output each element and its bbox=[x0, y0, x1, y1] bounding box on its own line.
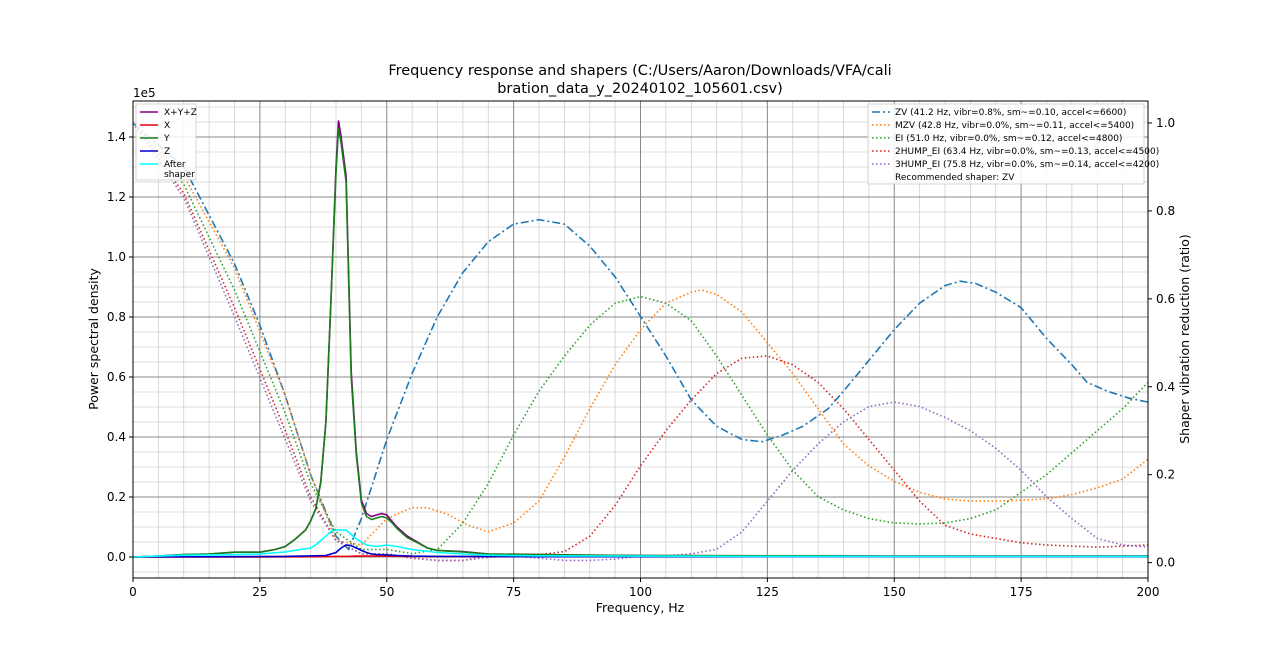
y-tick-label-left: 0.4 bbox=[107, 430, 126, 444]
shaper-curve-0 bbox=[132, 122, 1149, 551]
x-tick-label: 125 bbox=[756, 585, 779, 599]
shaper-legend-label: 2HUMP_EI (63.4 Hz, vibr=0.0%, sm~=0.13, … bbox=[895, 147, 1159, 157]
shaper-legend-label: EI (51.0 Hz, vibr=0.0%, sm~=0.12, accel<… bbox=[895, 134, 1122, 144]
y-axis-label-left: Power spectral density bbox=[86, 268, 101, 410]
shaper-legend: ZV (41.2 Hz, vibr=0.8%, sm~=0.10, accel<… bbox=[867, 103, 1159, 185]
psd-curve-4 bbox=[132, 529, 1148, 558]
psd-curve-2 bbox=[132, 127, 1148, 558]
y-tick-label-right: 0.4 bbox=[1156, 380, 1175, 394]
y-tick-label-right: 0.0 bbox=[1156, 556, 1175, 570]
y-axis-label-right: Shaper vibration reduction (ratio) bbox=[1177, 234, 1192, 444]
x-axis-label: Frequency, Hz bbox=[596, 600, 685, 615]
shaper-legend-label: MZV (42.8 Hz, vibr=0.0%, sm~=0.11, accel… bbox=[895, 121, 1134, 131]
x-tick-label: 175 bbox=[1010, 585, 1033, 599]
x-tick-label: 100 bbox=[629, 585, 652, 599]
grid bbox=[132, 101, 1149, 578]
x-tick-label: 200 bbox=[1137, 585, 1160, 599]
x-tick-label: 0 bbox=[129, 585, 137, 599]
chart-title-line2: bration_data_y_20240102_105601.csv) bbox=[497, 81, 783, 97]
y-tick-label-left: 0.6 bbox=[107, 370, 126, 384]
psd-legend-label: shaper bbox=[164, 170, 195, 180]
y-tick-label-right: 0.8 bbox=[1156, 204, 1175, 218]
y-tick-label-left: 0.8 bbox=[107, 310, 126, 324]
x-tick-label: 150 bbox=[883, 585, 906, 599]
x-tick-label: 25 bbox=[252, 585, 267, 599]
shaper-legend-box bbox=[867, 103, 1145, 185]
x-tick-label: 75 bbox=[506, 585, 521, 599]
shaper-curve-3 bbox=[132, 122, 1149, 562]
recommended-shaper-text: Recommended shaper: ZV bbox=[895, 173, 1015, 183]
psd-legend-label: X+Y+Z bbox=[164, 108, 197, 118]
psd-legend-label: After bbox=[164, 160, 186, 170]
y-tick-label-right: 0.6 bbox=[1156, 292, 1175, 306]
left-axis-multiplier: 1e5 bbox=[133, 86, 156, 100]
y-tick-label-left: 0.0 bbox=[107, 550, 126, 564]
axis-ticks: 0 25 50 75 100 125 150 175 200 0.0 0.2 0.4 0.6 0.8 1.0… bbox=[107, 116, 1175, 599]
psd-legend-box bbox=[135, 103, 197, 181]
x-tick-label: 50 bbox=[379, 585, 394, 599]
y-tick-label-left: 0.2 bbox=[107, 490, 126, 504]
y-tick-label-left: 1.4 bbox=[107, 130, 126, 144]
psd-legend-label: X bbox=[164, 121, 170, 131]
series-layer bbox=[132, 120, 1149, 562]
shaper-legend-label: 3HUMP_EI (75.8 Hz, vibr=0.0%, sm~=0.14, … bbox=[895, 160, 1159, 170]
chart-title-line1: Frequency response and shapers (C:/Users… bbox=[388, 63, 891, 79]
psd-legend-label: Z bbox=[164, 147, 170, 157]
shaper-legend-label: ZV (41.2 Hz, vibr=0.8%, sm~=0.10, accel<… bbox=[895, 108, 1126, 118]
y-tick-label-left: 1.0 bbox=[107, 250, 126, 264]
y-tick-label-right: 0.2 bbox=[1156, 468, 1175, 482]
psd-legend-label: Y bbox=[163, 134, 170, 144]
shaper-curve-2 bbox=[132, 122, 1149, 555]
psd-curve-3 bbox=[132, 544, 1148, 558]
y-tick-label-right: 1.0 bbox=[1156, 116, 1175, 130]
y-tick-label-left: 1.2 bbox=[107, 190, 126, 204]
